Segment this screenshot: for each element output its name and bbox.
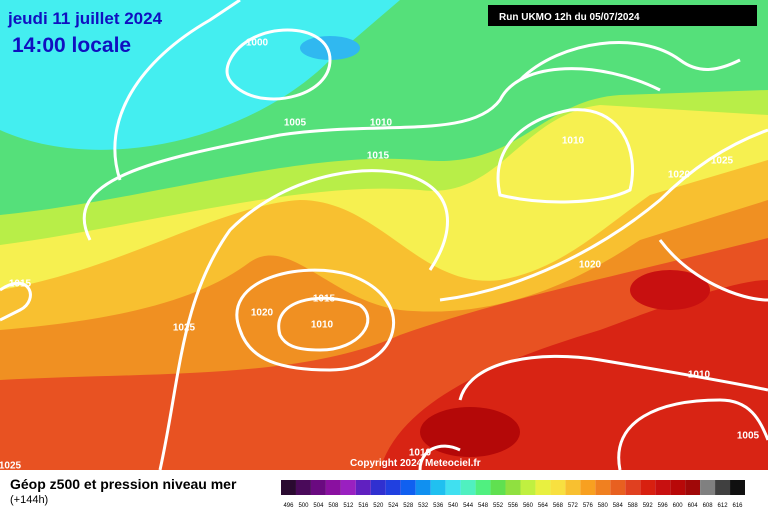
isobar-label: 1005: [284, 118, 307, 129]
footer-subtitle: (+144h): [10, 494, 48, 506]
colorbar-label: 600: [673, 503, 684, 509]
colorbar-cell: [715, 480, 731, 495]
colorbar-cell: [340, 480, 356, 495]
colorbar-label: 544: [463, 503, 474, 509]
colorbar-cell: [505, 480, 521, 495]
colorbar-cell: [640, 480, 656, 495]
colorbar-label: 512: [343, 503, 354, 509]
colorbar-label: 500: [298, 503, 309, 509]
isobar-label: 1015: [313, 294, 336, 305]
colorbar-cell: [490, 480, 506, 495]
isobars: [0, 0, 768, 471]
map-background: [0, 0, 768, 470]
colorbar-label: 580: [598, 503, 609, 509]
colorbar-label: 528: [403, 503, 414, 509]
colorbar-cell: [475, 480, 491, 495]
colorbar-cell: [550, 480, 566, 495]
colorbar-cell: [355, 480, 371, 495]
colorbar-label: 560: [523, 503, 534, 509]
colorbar-cell: [445, 480, 461, 495]
colorbar-label: 576: [583, 503, 594, 509]
colorbar-label: 616: [733, 503, 744, 509]
colorbar-cell: [685, 480, 701, 495]
colorbar-label: 568: [553, 503, 564, 509]
isobar-labels: 1000 1005 1010 1015 1010 1025 1020 1020 …: [0, 38, 760, 472]
colorbar-label: 584: [613, 503, 624, 509]
isobar-label: 1025: [0, 461, 22, 472]
colorbar-cell: [520, 480, 536, 495]
colorbar-cell: [595, 480, 611, 495]
isobar-label: 1005: [737, 431, 760, 442]
colorbar-label: 504: [313, 503, 324, 509]
colorbar-cell: [730, 480, 745, 495]
isobar-label: 1015: [9, 279, 32, 290]
colorbar-cell: [400, 480, 416, 495]
colorbar-label: 520: [373, 503, 384, 509]
colorbar-label: 540: [448, 503, 459, 509]
isobar-label: 1020: [579, 260, 602, 271]
colorbar-cell: [310, 480, 326, 495]
colorbar-cell: [655, 480, 671, 495]
copyright: Copyright 2024 Meteociel.fr: [350, 458, 481, 469]
colorbar-label: 608: [703, 503, 714, 509]
colorbar: 496 500 504 508 512 516 520 524 528 532 536 540 544 5…: [281, 480, 745, 509]
colorbar-cell: [580, 480, 596, 495]
colorbar-cell: [565, 480, 581, 495]
colorbar-label: 604: [688, 503, 699, 509]
colorbar-label: 588: [628, 503, 639, 509]
colorbar-cell: [415, 480, 431, 495]
colorbar-cell: [370, 480, 386, 495]
isobar-label: 1010: [688, 370, 711, 381]
colorbar-label: 556: [508, 503, 519, 509]
colorbar-label: 536: [433, 503, 444, 509]
colorbar-cell: [625, 480, 641, 495]
colorbar-cell: [281, 480, 296, 495]
isobar-label: 1010: [562, 136, 585, 147]
colorbar-label: 532: [418, 503, 429, 509]
run: Run UKMO 12h du 05/07/2024: [499, 12, 640, 23]
date: jeudi 11 juillet 2024: [7, 9, 163, 28]
colorbar-cell: [430, 480, 446, 495]
run-box: [488, 5, 757, 26]
colorbar-cell: [535, 480, 551, 495]
colorbar-label: 508: [328, 503, 339, 509]
isobar-label: 1020: [668, 170, 691, 181]
colorbar-cell: [700, 480, 716, 495]
colorbar-cell: [295, 480, 311, 495]
colorbar-cell: [460, 480, 476, 495]
colorbar-label: 564: [538, 503, 549, 509]
footer-title: Géop z500 et pression niveau mer: [10, 476, 237, 492]
colorbar-cell: [610, 480, 626, 495]
colorbar-label: 524: [388, 503, 399, 509]
colorbar-label: 572: [568, 503, 579, 509]
colorbar-label: 552: [493, 503, 504, 509]
colorbar-cell: [385, 480, 401, 495]
colorbar-cell: [325, 480, 341, 495]
colorbar-label: 596: [658, 503, 669, 509]
colorbar-label: 592: [643, 503, 654, 509]
isobar-label: 1025: [711, 156, 734, 167]
colorbar-cell: [670, 480, 686, 495]
colorbar-label: 496: [283, 503, 294, 509]
isobar-label: 1000: [246, 38, 269, 49]
colorbar-label: 612: [718, 503, 729, 509]
isobar-label: 1010: [311, 320, 334, 331]
isobar-label: 1010: [409, 448, 432, 459]
isobar-label: 1015: [367, 151, 390, 162]
isobar-label: 1020: [251, 308, 274, 319]
colorbar-label: 548: [478, 503, 489, 509]
colorbar-label: 516: [358, 503, 369, 509]
isobar-label: 1025: [173, 323, 196, 334]
isobar-label: 1010: [370, 118, 393, 129]
time: 14:00 locale: [12, 34, 131, 57]
